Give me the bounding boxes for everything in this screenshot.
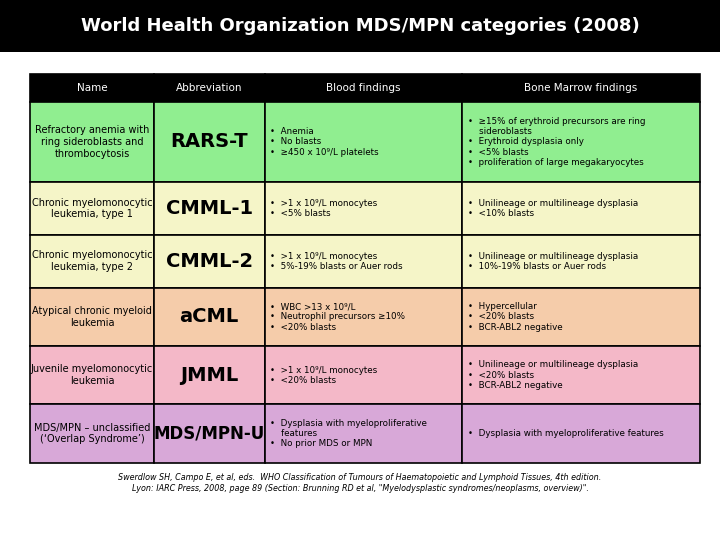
Text: •  Anemia
•  No blasts
•  ≥450 x 10⁹/L platelets: • Anemia • No blasts • ≥450 x 10⁹/L plat… <box>271 127 379 157</box>
Text: Name: Name <box>76 83 107 93</box>
Bar <box>154 404 264 463</box>
Text: Chronic myelomonocytic
leukemia, type 2: Chronic myelomonocytic leukemia, type 2 <box>32 251 153 272</box>
Bar <box>30 235 154 288</box>
Text: •  Hypercellular
•  <20% blasts
•  BCR-ABL2 negative: • Hypercellular • <20% blasts • BCR-ABL2… <box>468 302 563 332</box>
Bar <box>264 288 462 346</box>
Text: •  ≥15% of erythroid precursors are ring
    sideroblasts
•  Erythroid dysplasia: • ≥15% of erythroid precursors are ring … <box>468 117 646 167</box>
Text: Chronic myelomonocytic
leukemia, type 1: Chronic myelomonocytic leukemia, type 1 <box>32 198 153 219</box>
Bar <box>264 235 462 288</box>
Bar <box>462 235 700 288</box>
Bar <box>154 235 264 288</box>
Text: Swerdlow SH, Campo E, et al, eds.  WHO Classification of Tumours of Haematopoiet: Swerdlow SH, Campo E, et al, eds. WHO Cl… <box>118 472 602 482</box>
Bar <box>264 182 462 235</box>
Bar <box>264 74 462 102</box>
Bar <box>30 182 154 235</box>
Text: aCML: aCML <box>179 307 239 326</box>
Bar <box>30 346 154 404</box>
Text: •  Unilineage or multilineage dysplasia
•  <20% blasts
•  BCR-ABL2 negative: • Unilineage or multilineage dysplasia •… <box>468 360 639 390</box>
Text: RARS-T: RARS-T <box>171 132 248 151</box>
Text: •  Dysplasia with myeloproliferative
    features
•  No prior MDS or MPN: • Dysplasia with myeloproliferative feat… <box>271 418 428 448</box>
Text: MDS/MPN-U: MDS/MPN-U <box>153 424 265 443</box>
Bar <box>264 346 462 404</box>
Text: Refractory anemia with
ring sideroblasts and
thrombocytosis: Refractory anemia with ring sideroblasts… <box>35 125 149 159</box>
Bar <box>462 346 700 404</box>
Text: •  >1 x 10⁹/L monocytes
•  5%-19% blasts or Auer rods: • >1 x 10⁹/L monocytes • 5%-19% blasts o… <box>271 252 403 271</box>
Bar <box>462 288 700 346</box>
Bar <box>264 404 462 463</box>
Bar <box>30 288 154 346</box>
Text: Lyon: IARC Press, 2008, page 89 (Section: Brunning RD et al, "Myelodysplastic sy: Lyon: IARC Press, 2008, page 89 (Section… <box>132 484 588 492</box>
Text: Abbreviation: Abbreviation <box>176 83 243 93</box>
Bar <box>154 102 264 182</box>
Text: •  Dysplasia with myeloproliferative features: • Dysplasia with myeloproliferative feat… <box>468 429 664 438</box>
Bar <box>462 74 700 102</box>
Bar <box>462 182 700 235</box>
Text: •  Unilineage or multilineage dysplasia
•  <10% blasts: • Unilineage or multilineage dysplasia •… <box>468 199 639 218</box>
Bar <box>462 404 700 463</box>
Text: •  WBC >13 x 10⁹/L
•  Neutrophil precursors ≥10%
•  <20% blasts: • WBC >13 x 10⁹/L • Neutrophil precursor… <box>271 302 405 332</box>
Bar <box>30 102 154 182</box>
Text: CMML-1: CMML-1 <box>166 199 253 218</box>
Bar <box>30 74 154 102</box>
Bar <box>0 0 720 52</box>
Text: Atypical chronic myeloid
leukemia: Atypical chronic myeloid leukemia <box>32 306 152 328</box>
Bar <box>154 288 264 346</box>
Text: •  >1 x 10⁹/L monocytes
•  <5% blasts: • >1 x 10⁹/L monocytes • <5% blasts <box>271 199 378 218</box>
Text: •  Unilineage or multilineage dysplasia
•  10%-19% blasts or Auer rods: • Unilineage or multilineage dysplasia •… <box>468 252 639 271</box>
Bar <box>264 102 462 182</box>
Text: CMML-2: CMML-2 <box>166 252 253 271</box>
Bar <box>462 102 700 182</box>
Text: World Health Organization MDS/MPN categories (2008): World Health Organization MDS/MPN catego… <box>81 17 639 35</box>
Text: JMML: JMML <box>180 366 238 384</box>
Text: Blood findings: Blood findings <box>326 83 400 93</box>
Bar <box>30 404 154 463</box>
Bar <box>154 182 264 235</box>
Text: Bone Marrow findings: Bone Marrow findings <box>524 83 638 93</box>
Text: MDS/MPN – unclassified
(‘Overlap Syndrome’): MDS/MPN – unclassified (‘Overlap Syndrom… <box>34 423 150 444</box>
Bar <box>154 346 264 404</box>
Text: Juvenile myelomonocytic
leukemia: Juvenile myelomonocytic leukemia <box>31 364 153 386</box>
Bar <box>154 74 264 102</box>
Text: •  >1 x 10⁹/L monocytes
•  <20% blasts: • >1 x 10⁹/L monocytes • <20% blasts <box>271 366 378 385</box>
